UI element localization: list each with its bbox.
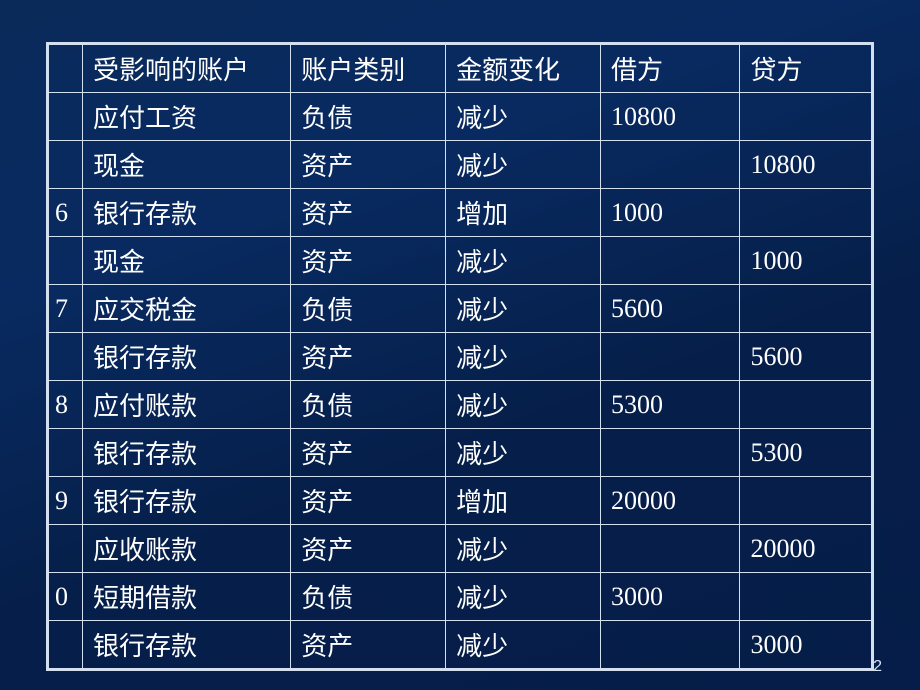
table-row: 银行存款 资产 减少 3000 xyxy=(49,621,872,669)
cell-debit xyxy=(601,141,740,189)
cell-debit xyxy=(601,237,740,285)
cell-type: 资产 xyxy=(291,429,446,477)
cell-account: 应付工资 xyxy=(82,93,290,141)
table-row: 现金 资产 减少 1000 xyxy=(49,237,872,285)
cell-account: 银行存款 xyxy=(82,333,290,381)
cell-num: 6 xyxy=(49,189,83,237)
cell-change: 减少 xyxy=(446,285,601,333)
cell-account: 现金 xyxy=(82,141,290,189)
cell-change: 增加 xyxy=(446,477,601,525)
cell-type: 资产 xyxy=(291,189,446,237)
cell-type: 负债 xyxy=(291,381,446,429)
cell-credit: 10800 xyxy=(740,141,872,189)
cell-account: 银行存款 xyxy=(82,621,290,669)
cell-debit: 5600 xyxy=(601,285,740,333)
cell-credit xyxy=(740,477,872,525)
cell-credit: 5600 xyxy=(740,333,872,381)
cell-num xyxy=(49,93,83,141)
cell-change: 减少 xyxy=(446,237,601,285)
cell-change: 增加 xyxy=(446,189,601,237)
cell-type: 资产 xyxy=(291,525,446,573)
accounting-table: 受影响的账户 账户类别 金额变化 借方 贷方 应付工资 负债 减少 10800 … xyxy=(48,44,872,669)
table-row: 银行存款 资产 减少 5600 xyxy=(49,333,872,381)
cell-debit xyxy=(601,525,740,573)
cell-num xyxy=(49,141,83,189)
cell-debit: 3000 xyxy=(601,573,740,621)
cell-type: 资产 xyxy=(291,237,446,285)
cell-credit xyxy=(740,189,872,237)
cell-type: 负债 xyxy=(291,285,446,333)
cell-change: 减少 xyxy=(446,93,601,141)
accounting-table-container: 受影响的账户 账户类别 金额变化 借方 贷方 应付工资 负债 减少 10800 … xyxy=(46,42,874,671)
cell-account: 应收账款 xyxy=(82,525,290,573)
table-row: 8 应付账款 负债 减少 5300 xyxy=(49,381,872,429)
header-num xyxy=(49,45,83,93)
cell-debit xyxy=(601,429,740,477)
table-row: 7 应交税金 负债 减少 5600 xyxy=(49,285,872,333)
cell-debit: 10800 xyxy=(601,93,740,141)
table-row: 银行存款 资产 减少 5300 xyxy=(49,429,872,477)
cell-type: 负债 xyxy=(291,573,446,621)
cell-change: 减少 xyxy=(446,141,601,189)
cell-change: 减少 xyxy=(446,381,601,429)
cell-change: 减少 xyxy=(446,429,601,477)
cell-debit xyxy=(601,333,740,381)
cell-credit: 5300 xyxy=(740,429,872,477)
table-row: 应收账款 资产 减少 20000 xyxy=(49,525,872,573)
cell-account: 应交税金 xyxy=(82,285,290,333)
cell-credit: 20000 xyxy=(740,525,872,573)
cell-debit: 1000 xyxy=(601,189,740,237)
table-row: 9 银行存款 资产 增加 20000 xyxy=(49,477,872,525)
cell-type: 资产 xyxy=(291,477,446,525)
cell-num xyxy=(49,333,83,381)
header-account: 受影响的账户 xyxy=(82,45,290,93)
cell-num: 8 xyxy=(49,381,83,429)
cell-num: 7 xyxy=(49,285,83,333)
table-row: 6 银行存款 资产 增加 1000 xyxy=(49,189,872,237)
cell-credit: 1000 xyxy=(740,237,872,285)
cell-account: 银行存款 xyxy=(82,477,290,525)
cell-type: 负债 xyxy=(291,93,446,141)
cell-num xyxy=(49,429,83,477)
header-credit: 贷方 xyxy=(740,45,872,93)
cell-credit xyxy=(740,573,872,621)
cell-account: 银行存款 xyxy=(82,189,290,237)
cell-debit xyxy=(601,621,740,669)
cell-num: 9 xyxy=(49,477,83,525)
cell-num xyxy=(49,621,83,669)
cell-credit xyxy=(740,285,872,333)
cell-change: 减少 xyxy=(446,333,601,381)
header-debit: 借方 xyxy=(601,45,740,93)
cell-num xyxy=(49,525,83,573)
cell-credit xyxy=(740,381,872,429)
cell-debit: 5300 xyxy=(601,381,740,429)
cell-account: 应付账款 xyxy=(82,381,290,429)
cell-num: 0 xyxy=(49,573,83,621)
table-row: 应付工资 负债 减少 10800 xyxy=(49,93,872,141)
table-row: 0 短期借款 负债 减少 3000 xyxy=(49,573,872,621)
cell-change: 减少 xyxy=(446,525,601,573)
cell-change: 减少 xyxy=(446,621,601,669)
cell-account: 短期借款 xyxy=(82,573,290,621)
cell-credit: 3000 xyxy=(740,621,872,669)
cell-change: 减少 xyxy=(446,573,601,621)
cell-account: 银行存款 xyxy=(82,429,290,477)
cell-num xyxy=(49,237,83,285)
cell-debit: 20000 xyxy=(601,477,740,525)
cell-type: 资产 xyxy=(291,621,446,669)
page-number: 2 xyxy=(873,658,882,676)
header-type: 账户类别 xyxy=(291,45,446,93)
cell-type: 资产 xyxy=(291,333,446,381)
cell-account: 现金 xyxy=(82,237,290,285)
header-change: 金额变化 xyxy=(446,45,601,93)
table-row: 现金 资产 减少 10800 xyxy=(49,141,872,189)
cell-credit xyxy=(740,93,872,141)
table-header-row: 受影响的账户 账户类别 金额变化 借方 贷方 xyxy=(49,45,872,93)
cell-type: 资产 xyxy=(291,141,446,189)
